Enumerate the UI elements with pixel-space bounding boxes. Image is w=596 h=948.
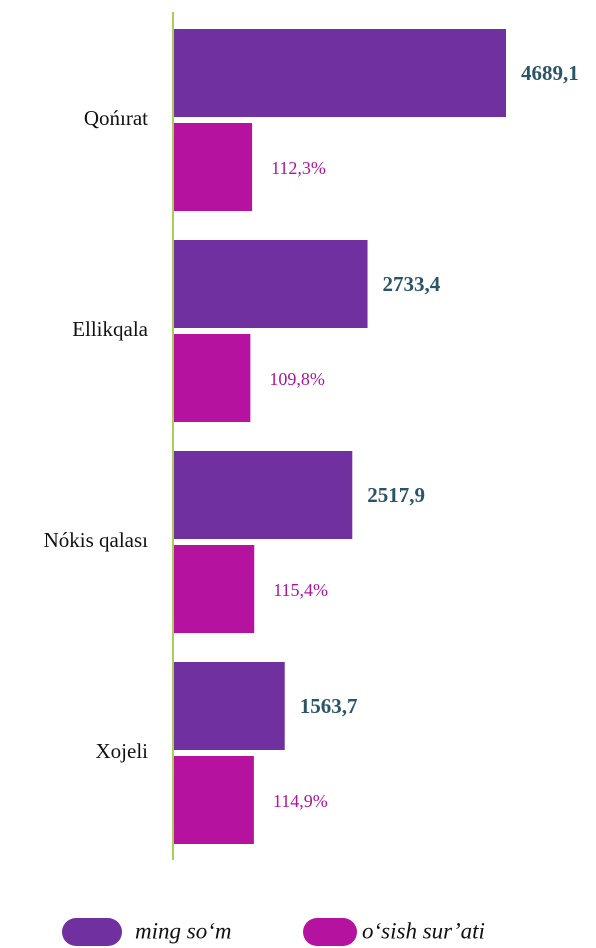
data-label: 114,9% (273, 791, 328, 811)
legend-label: ming so‘m (135, 918, 231, 943)
legend-swatch (303, 918, 357, 946)
category-label: Xojeli (96, 739, 149, 763)
bar (174, 29, 507, 117)
data-label: 4689,1 (521, 61, 579, 85)
data-label: 115,4% (273, 580, 328, 600)
legend-label: o‘sish sur’ati (362, 918, 485, 943)
bar (174, 451, 353, 539)
data-label: 112,3% (271, 158, 326, 178)
bar (174, 123, 253, 211)
data-label: 2733,4 (383, 272, 441, 296)
legend-swatch (62, 918, 122, 946)
category-label: Qońırat (84, 106, 148, 130)
category-label: Nókis qalası (44, 528, 149, 552)
bar (174, 334, 251, 422)
bar (174, 545, 255, 633)
data-label: 2517,9 (367, 483, 425, 507)
bar (174, 240, 368, 328)
bar (174, 662, 285, 750)
bar (174, 756, 254, 844)
data-label: 109,8% (269, 369, 325, 389)
category-label: Ellikqala (72, 317, 148, 341)
data-label: 1563,7 (300, 694, 358, 718)
